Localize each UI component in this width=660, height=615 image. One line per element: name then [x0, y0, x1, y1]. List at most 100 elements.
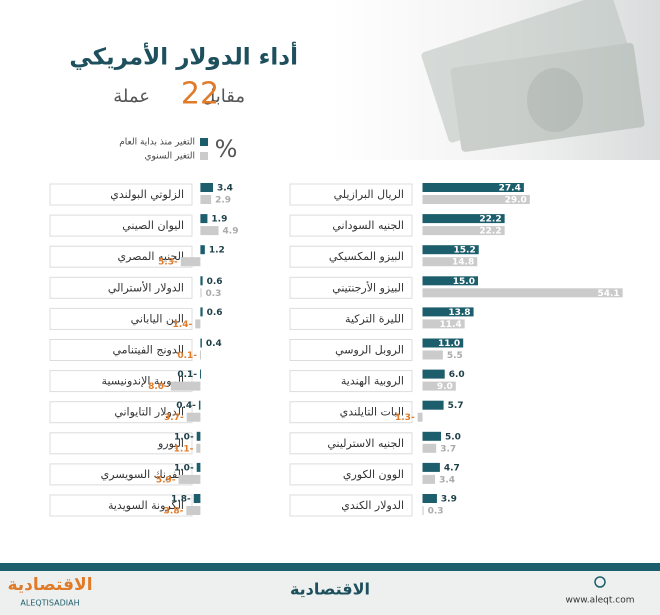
- value-label: 5.0: [445, 432, 461, 442]
- bar: [422, 307, 474, 317]
- value-label: 3.4: [439, 475, 455, 485]
- bar: [422, 338, 464, 348]
- category-label: الين الياباني: [131, 312, 184, 325]
- legend-swatch: [200, 152, 208, 160]
- bar: [422, 288, 623, 298]
- footer-logo-latin: ALEQTISADIAH: [20, 599, 79, 608]
- value-label: 0.1-: [177, 351, 197, 361]
- category-label: الجنيه السوداني: [332, 219, 404, 232]
- footer-url: www.aleqt.com: [566, 596, 635, 606]
- bar: [200, 307, 203, 317]
- bar: [422, 245, 479, 255]
- bar: [200, 214, 208, 224]
- value-label: 15.2: [454, 246, 476, 256]
- bar: [417, 412, 423, 422]
- value-label: 0.3: [206, 289, 222, 299]
- value-label: 14.8: [452, 258, 474, 268]
- value-label: 22.2: [479, 227, 501, 237]
- value-label: 2.9: [215, 196, 231, 206]
- bar: [180, 257, 201, 267]
- value-label: 1.8-: [171, 495, 191, 505]
- value-label: 5.9-: [156, 475, 176, 485]
- category-box: [289, 183, 413, 206]
- category-box: [289, 339, 413, 361]
- category-label: الروبية الإندونيسية: [102, 375, 184, 388]
- value-label: 1.9: [211, 215, 227, 225]
- bar: [422, 319, 465, 329]
- category-box: [49, 276, 193, 299]
- category-label: الدولار الكندي: [341, 499, 404, 512]
- category-box: [289, 276, 413, 299]
- category-label: الوون الكوري: [343, 468, 404, 481]
- subtitle-number: 22: [181, 77, 219, 112]
- category-label: البيزو المكسيكي: [329, 250, 404, 263]
- bar: [422, 226, 505, 236]
- category-label: الفرنك السويسري: [101, 468, 184, 481]
- footer-logo: الاقتصادية: [7, 575, 92, 595]
- bar: [422, 195, 530, 204]
- category-box: [49, 307, 193, 330]
- value-label: 0.3: [428, 507, 444, 517]
- category-box: [49, 245, 193, 268]
- category-label: اليورو: [157, 437, 184, 450]
- footer-icon: [594, 576, 606, 588]
- bar: [422, 462, 440, 472]
- bar: [186, 506, 201, 515]
- legend-unit: %: [215, 135, 238, 163]
- category-box: [289, 307, 413, 330]
- bar: [422, 431, 441, 441]
- category-box: [289, 494, 413, 517]
- value-label: 11.0: [438, 339, 460, 349]
- bar: [422, 474, 436, 484]
- category-box: [49, 432, 193, 455]
- category-label: الجنيه الاسترليني: [327, 437, 404, 450]
- bar: [193, 494, 201, 503]
- bar: [422, 214, 505, 224]
- value-label: 5.7: [448, 401, 464, 411]
- category-box: [289, 214, 413, 237]
- value-label: 1.4-: [173, 320, 193, 330]
- value-label: 3.7-: [164, 413, 184, 423]
- value-label: 15.0: [453, 277, 475, 287]
- value-label: 0.6: [207, 308, 223, 318]
- category-label: الكرونة السويدية: [108, 499, 184, 512]
- category-label: الجنيه المصري: [117, 250, 184, 263]
- category-label: البيزو الأرجنتيني: [332, 280, 404, 294]
- category-label: الدونج الفيتنامي: [113, 344, 185, 357]
- bar: [200, 245, 205, 255]
- category-label: البات التايلندي: [340, 406, 404, 419]
- value-label: 4.9: [223, 227, 239, 237]
- value-label: 8.0-: [148, 382, 168, 392]
- category-box: [49, 463, 193, 486]
- bar: [422, 400, 444, 410]
- value-label: 22.2: [479, 215, 501, 225]
- bar: [196, 443, 201, 453]
- value-label: 5.5: [447, 351, 463, 361]
- category-box: [49, 370, 193, 393]
- value-label: 0.6: [207, 277, 223, 287]
- value-label: 27.4: [499, 184, 521, 194]
- charts: الريال البرازيلي 27.4 29.0 الجنيه السوداني 2…: [49, 183, 623, 517]
- value-label: 1.3-: [395, 413, 415, 423]
- value-label: 3.9: [441, 495, 457, 505]
- category-box: [49, 183, 193, 206]
- value-label: 29.0: [505, 196, 527, 206]
- bar: [170, 381, 201, 391]
- value-label: 4.7: [444, 463, 460, 473]
- value-label: 1.0-: [174, 463, 194, 473]
- category-box: [289, 432, 413, 455]
- bar: [422, 369, 445, 379]
- bar: [422, 381, 456, 391]
- value-label: 0.1-: [177, 370, 197, 380]
- legend-label: التغير السنوي: [144, 152, 195, 162]
- bar: [422, 494, 437, 503]
- category-box: [49, 214, 193, 237]
- bar: [200, 226, 219, 236]
- subtitle-after: عملة: [113, 86, 150, 107]
- legend-label: التغير منذ بداية العام: [119, 138, 195, 148]
- category-box: [289, 463, 413, 486]
- value-label: 6.0: [449, 370, 465, 380]
- footer-logo: الاقتصادية: [290, 580, 370, 599]
- value-label: 1.1-: [174, 444, 194, 454]
